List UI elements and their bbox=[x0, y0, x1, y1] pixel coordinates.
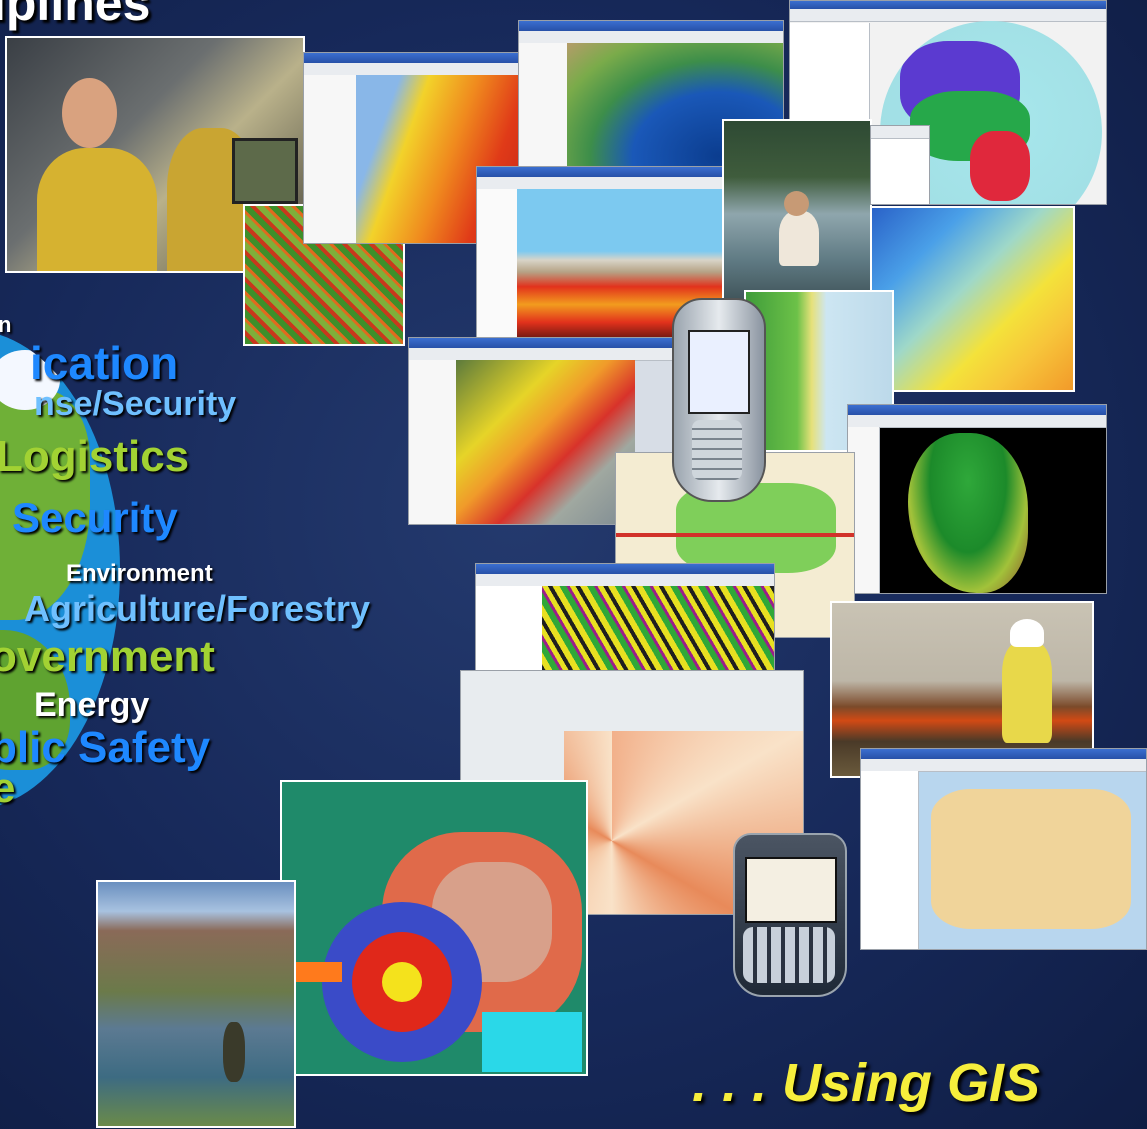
south-america-window bbox=[847, 404, 1107, 594]
discipline-label: blic Safety bbox=[0, 723, 211, 772]
river-field-photo bbox=[722, 119, 872, 309]
discipline-label: Environment bbox=[66, 560, 213, 587]
slide-title: iplines bbox=[0, 0, 151, 31]
city-map-window bbox=[860, 748, 1147, 950]
attribute-table-window bbox=[870, 125, 930, 205]
fire-spread-map bbox=[280, 780, 588, 1076]
blackberry-device bbox=[733, 833, 847, 997]
raster-map-photo bbox=[870, 206, 1075, 392]
discipline-label: overnment bbox=[0, 632, 215, 681]
discipline-label: Logistics bbox=[0, 432, 190, 481]
discipline-label: nse/Security bbox=[34, 385, 237, 423]
discipline-label: n bbox=[0, 312, 12, 337]
discipline-label: e bbox=[0, 764, 16, 811]
discipline-label: ication bbox=[30, 337, 179, 389]
world-globe-window bbox=[789, 0, 1107, 205]
mobile-phone-device bbox=[672, 298, 766, 502]
river-wader-photo bbox=[96, 880, 296, 1128]
discipline-label: Energy bbox=[34, 686, 150, 724]
discipline-label: Agriculture/Forestry bbox=[24, 588, 371, 629]
discipline-label: Security bbox=[12, 494, 178, 541]
using-gis-tagline: . . . Using GIS bbox=[692, 1053, 1041, 1113]
